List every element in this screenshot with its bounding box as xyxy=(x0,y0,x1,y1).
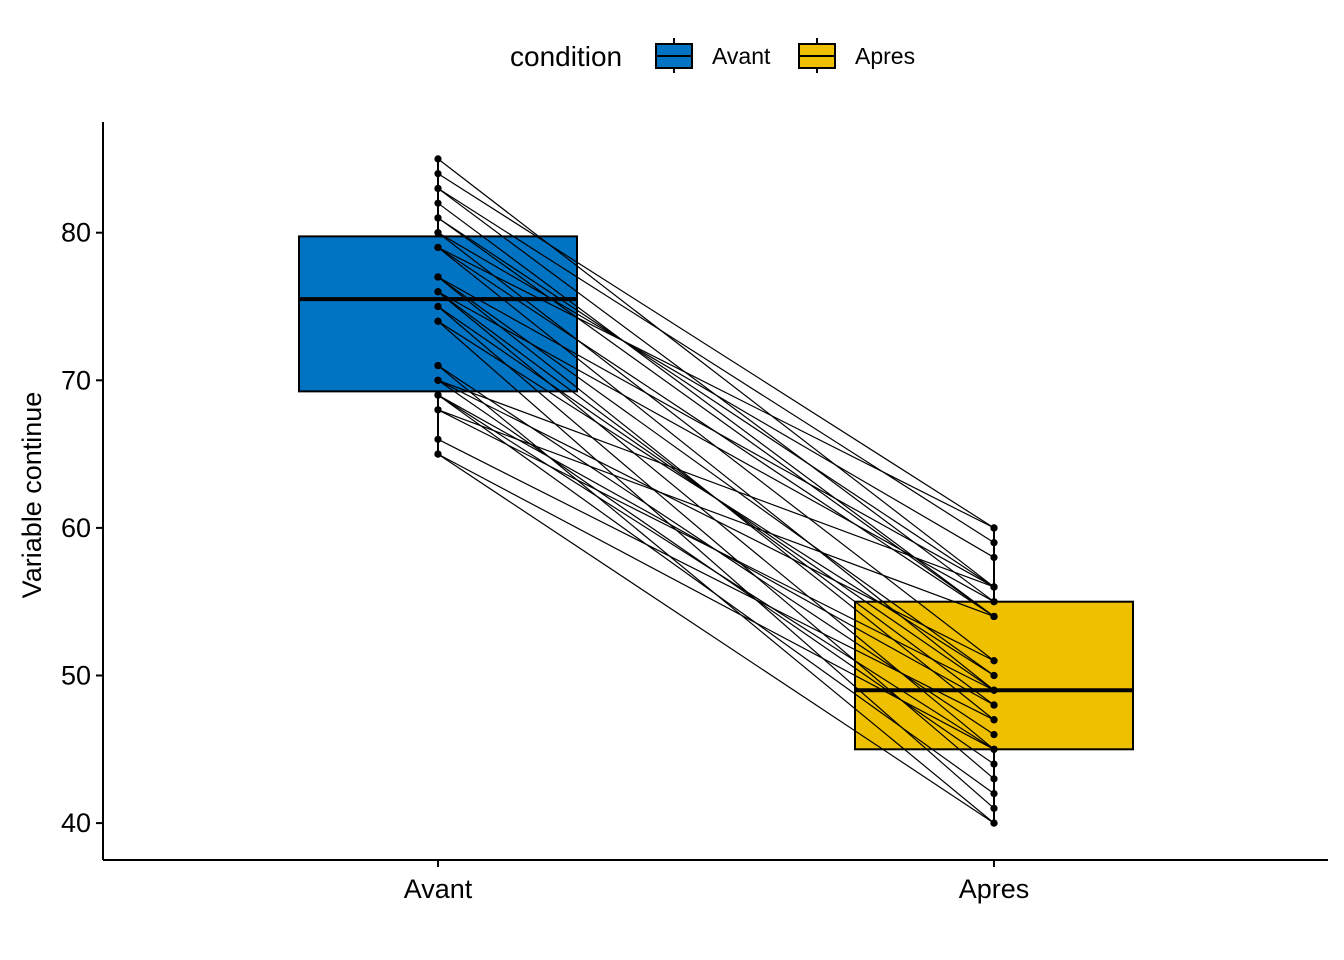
point-avant-12 xyxy=(434,243,442,252)
point-avant-27 xyxy=(434,376,442,384)
pair-line-11 xyxy=(437,246,995,691)
pair-line-31 xyxy=(437,409,995,691)
pair-line-29 xyxy=(437,394,995,750)
point-apres-4 xyxy=(990,539,998,547)
point-avant-4 xyxy=(434,184,442,193)
x-tick-label-apres: Apres xyxy=(959,874,1030,904)
point-apres-27 xyxy=(990,583,998,591)
point-apres-19 xyxy=(990,775,998,783)
y-tick-label-60: 60 xyxy=(61,513,91,543)
point-apres-21 xyxy=(990,804,998,812)
legend-label-apres: Apres xyxy=(855,43,915,69)
point-apres-31 xyxy=(990,686,998,694)
point-apres-26 xyxy=(990,657,998,665)
pair-line-8 xyxy=(437,232,995,558)
point-apres-34 xyxy=(990,745,998,753)
pair-line-12 xyxy=(437,246,995,529)
pair-line-2 xyxy=(437,173,995,529)
point-apres-28 xyxy=(990,701,998,709)
point-avant-15 xyxy=(434,273,442,281)
pair-line-18 xyxy=(437,291,995,603)
pair-line-22 xyxy=(437,320,995,677)
pair-line-15 xyxy=(437,276,995,588)
point-avant-24 xyxy=(434,361,442,370)
point-avant-22 xyxy=(434,317,442,325)
y-tick-label-50: 50 xyxy=(61,661,91,691)
legend-entry-apres: Apres xyxy=(798,38,915,73)
legend-label-avant: Avant xyxy=(712,43,771,69)
pair-line-34 xyxy=(437,453,995,750)
point-avant-20 xyxy=(434,302,442,311)
pair-line-1 xyxy=(437,158,995,588)
point-avant-30 xyxy=(434,391,442,399)
point-apres-24 xyxy=(990,730,998,739)
point-avant-32 xyxy=(434,406,442,414)
point-avant-2 xyxy=(434,170,442,178)
pair-line-6 xyxy=(437,217,995,617)
pair-line-14 xyxy=(437,276,995,676)
pair-line-35 xyxy=(437,453,995,824)
point-apres-30 xyxy=(990,789,998,798)
pair-line-26 xyxy=(437,379,995,662)
point-avant-1 xyxy=(434,155,442,163)
point-apres-8 xyxy=(990,553,998,562)
point-apres-22 xyxy=(990,671,998,680)
pair-line-32 xyxy=(437,409,995,618)
point-apres-25 xyxy=(990,760,998,768)
y-axis-title: Variable continue xyxy=(17,392,47,599)
legend-title: condition xyxy=(510,41,622,72)
pair-line-30 xyxy=(437,394,995,795)
point-apres-12 xyxy=(990,524,998,532)
point-apres-33 xyxy=(990,716,998,724)
point-apres-32 xyxy=(990,612,998,621)
x-tick-label-avant: Avant xyxy=(404,874,473,904)
pair-line-33 xyxy=(437,438,995,721)
point-avant-9 xyxy=(434,229,442,237)
point-avant-7 xyxy=(434,214,442,222)
legend: condition Avant Apres xyxy=(510,38,915,73)
pair-line-4 xyxy=(437,187,995,544)
pair-line-7 xyxy=(437,217,995,588)
point-avant-35 xyxy=(434,450,442,458)
point-apres-18 xyxy=(990,598,998,606)
y-tick-label-40: 40 xyxy=(61,808,91,838)
point-avant-18 xyxy=(434,288,442,296)
point-avant-33 xyxy=(434,435,442,443)
pair-line-5 xyxy=(437,202,995,617)
pair-line-19 xyxy=(437,306,995,780)
pair-line-27 xyxy=(437,379,995,588)
y-tick-label-70: 70 xyxy=(61,365,91,395)
legend-entry-avant: Avant xyxy=(655,38,771,73)
point-avant-5 xyxy=(434,199,442,207)
point-apres-35 xyxy=(990,819,998,827)
y-tick-label-80: 80 xyxy=(61,218,91,248)
